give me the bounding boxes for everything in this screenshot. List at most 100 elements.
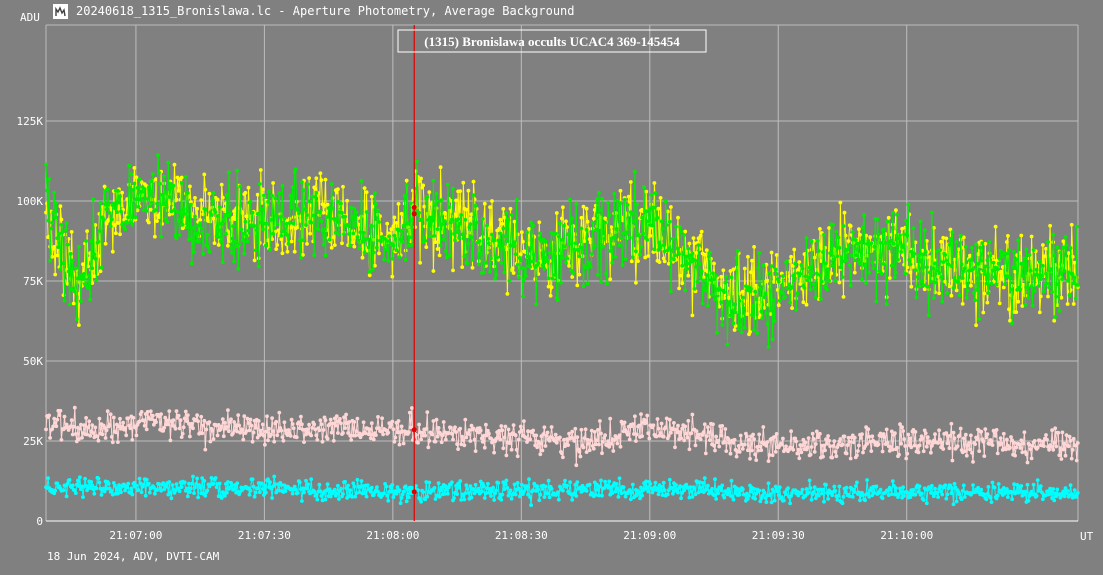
data-point [941, 447, 946, 451]
data-point [270, 416, 274, 420]
data-point [698, 437, 703, 442]
data-point [935, 249, 939, 254]
data-point [606, 485, 611, 490]
data-point [773, 450, 778, 454]
data-point [375, 245, 379, 250]
data-point [116, 440, 120, 444]
data-point [47, 177, 51, 181]
data-point [699, 269, 704, 274]
data-point [264, 429, 268, 434]
data-point [435, 434, 440, 439]
data-point [328, 494, 333, 499]
data-point [765, 322, 770, 326]
light-curve-icon[interactable] [53, 4, 68, 19]
data-point [167, 195, 172, 199]
data-point [937, 271, 941, 275]
data-point [941, 260, 946, 265]
data-point [961, 436, 966, 441]
data-point [781, 436, 785, 441]
data-point [841, 295, 846, 299]
data-point [686, 246, 691, 251]
data-point [50, 254, 55, 259]
data-point [764, 443, 769, 448]
data-point [371, 493, 376, 497]
data-point [636, 259, 640, 263]
data-point [1043, 254, 1047, 259]
data-point [480, 217, 485, 221]
data-point [1010, 497, 1014, 502]
data-point [332, 243, 337, 248]
data-point [346, 483, 350, 488]
data-point [438, 243, 443, 248]
data-point [708, 438, 712, 442]
data-point [781, 274, 785, 278]
data-point [556, 497, 561, 502]
data-point [605, 281, 609, 286]
data-point [885, 440, 890, 445]
data-point [196, 495, 201, 500]
data-point [285, 249, 290, 254]
data-point [88, 297, 93, 302]
data-point [200, 476, 205, 480]
data-point [908, 262, 913, 267]
window-titlebar: 20240618_1315_Bronislawa.lc - Aperture P… [0, 0, 1103, 24]
data-point [822, 499, 826, 504]
data-point [680, 491, 685, 495]
data-point [957, 492, 962, 497]
data-point [851, 440, 856, 445]
data-point [971, 483, 975, 487]
data-point [769, 264, 774, 268]
data-point [734, 454, 739, 459]
data-point [993, 224, 998, 229]
data-point [713, 477, 717, 482]
data-point [925, 284, 930, 289]
data-point [804, 487, 809, 491]
data-point [866, 427, 871, 432]
data-point [880, 449, 885, 454]
data-point [492, 264, 496, 269]
data-point [433, 202, 438, 207]
data-point [1058, 250, 1063, 255]
data-point [132, 480, 137, 485]
data-point [577, 272, 582, 277]
data-point [188, 237, 192, 241]
data-point [1055, 487, 1060, 492]
data-point [902, 437, 906, 441]
data-point [916, 490, 921, 494]
data-point [353, 223, 358, 228]
data-point [458, 189, 463, 194]
data-point [431, 419, 436, 423]
data-point [629, 259, 634, 264]
data-point [1013, 269, 1017, 274]
data-point [189, 202, 193, 207]
data-point [351, 231, 356, 236]
time-cursor[interactable] [411, 25, 417, 521]
data-point [422, 204, 427, 209]
data-point [463, 217, 468, 222]
data-point [430, 218, 435, 223]
data-point [425, 410, 430, 414]
data-point [908, 270, 913, 275]
data-point [1050, 290, 1054, 294]
data-point [247, 428, 252, 433]
data-point [451, 186, 455, 191]
data-point [819, 259, 823, 263]
data-point [632, 219, 636, 223]
data-point [842, 210, 847, 215]
data-point [769, 250, 774, 255]
data-point [901, 253, 905, 257]
data-point [742, 326, 747, 330]
data-point [658, 246, 663, 250]
data-point [736, 444, 741, 448]
data-point [701, 275, 706, 280]
data-point [211, 481, 216, 486]
data-point [745, 312, 749, 316]
data-point [997, 301, 1002, 306]
data-point [70, 432, 75, 437]
data-point [465, 261, 470, 266]
data-point [849, 253, 854, 258]
data-point [115, 210, 119, 215]
data-point [274, 419, 279, 424]
data-point [982, 272, 987, 276]
